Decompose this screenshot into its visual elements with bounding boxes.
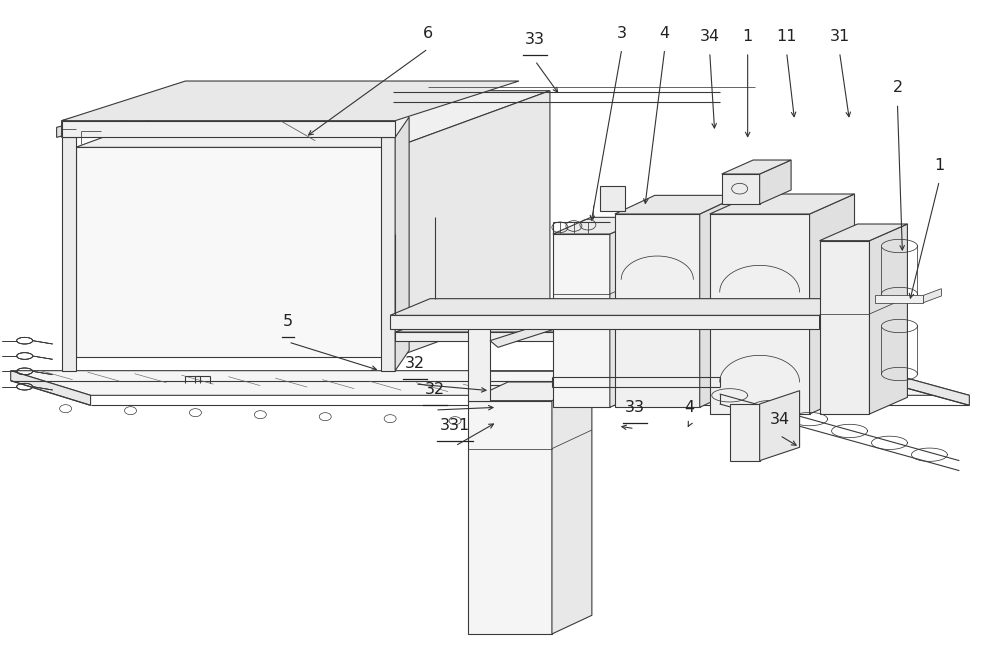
Polygon shape — [395, 317, 720, 327]
Text: 32: 32 — [425, 381, 445, 397]
Text: 34: 34 — [700, 29, 720, 44]
Polygon shape — [76, 148, 395, 357]
Text: 11: 11 — [776, 29, 797, 44]
Polygon shape — [875, 295, 923, 303]
Text: 331: 331 — [440, 418, 470, 433]
Text: 32: 32 — [405, 355, 425, 371]
Polygon shape — [760, 391, 800, 461]
Polygon shape — [879, 371, 969, 405]
Text: 4: 4 — [660, 25, 670, 41]
Polygon shape — [381, 138, 395, 371]
Polygon shape — [722, 174, 760, 204]
Polygon shape — [820, 224, 907, 240]
Polygon shape — [553, 217, 648, 234]
Text: 6: 6 — [423, 25, 433, 41]
Polygon shape — [395, 332, 720, 341]
Text: 4: 4 — [685, 400, 695, 415]
Polygon shape — [11, 371, 91, 405]
Polygon shape — [722, 160, 791, 174]
Polygon shape — [610, 217, 648, 407]
Text: 34: 34 — [770, 412, 790, 428]
Text: 5: 5 — [283, 314, 293, 329]
Polygon shape — [395, 117, 409, 371]
Polygon shape — [720, 303, 762, 327]
Polygon shape — [615, 195, 740, 214]
Polygon shape — [76, 91, 550, 148]
Polygon shape — [923, 289, 941, 303]
Polygon shape — [710, 324, 810, 414]
Polygon shape — [57, 121, 83, 138]
Polygon shape — [11, 371, 969, 395]
Polygon shape — [869, 224, 907, 414]
Polygon shape — [600, 186, 625, 210]
Polygon shape — [700, 195, 740, 307]
Polygon shape — [395, 303, 762, 317]
Polygon shape — [553, 234, 610, 407]
Polygon shape — [710, 214, 810, 324]
Polygon shape — [390, 299, 860, 315]
Text: 33: 33 — [525, 32, 545, 47]
Text: 1: 1 — [934, 158, 945, 173]
Polygon shape — [395, 91, 550, 357]
Polygon shape — [615, 214, 700, 307]
Polygon shape — [820, 299, 860, 329]
Polygon shape — [490, 321, 560, 347]
Text: 1: 1 — [743, 29, 753, 44]
Polygon shape — [810, 194, 855, 324]
Polygon shape — [810, 304, 855, 414]
Polygon shape — [615, 307, 700, 407]
Polygon shape — [700, 289, 740, 407]
Polygon shape — [390, 315, 820, 329]
Polygon shape — [468, 327, 490, 401]
Polygon shape — [62, 81, 519, 121]
Polygon shape — [395, 319, 762, 332]
Polygon shape — [820, 240, 869, 414]
Text: 31: 31 — [829, 29, 850, 44]
Polygon shape — [760, 160, 791, 204]
Polygon shape — [710, 194, 855, 214]
Polygon shape — [468, 401, 552, 634]
Text: 33: 33 — [625, 400, 645, 415]
Text: 3: 3 — [617, 25, 627, 41]
Polygon shape — [552, 382, 592, 634]
Polygon shape — [730, 404, 760, 461]
Polygon shape — [468, 382, 592, 401]
Text: 2: 2 — [892, 80, 903, 96]
Polygon shape — [62, 87, 185, 138]
Polygon shape — [62, 121, 395, 138]
Polygon shape — [62, 138, 76, 371]
